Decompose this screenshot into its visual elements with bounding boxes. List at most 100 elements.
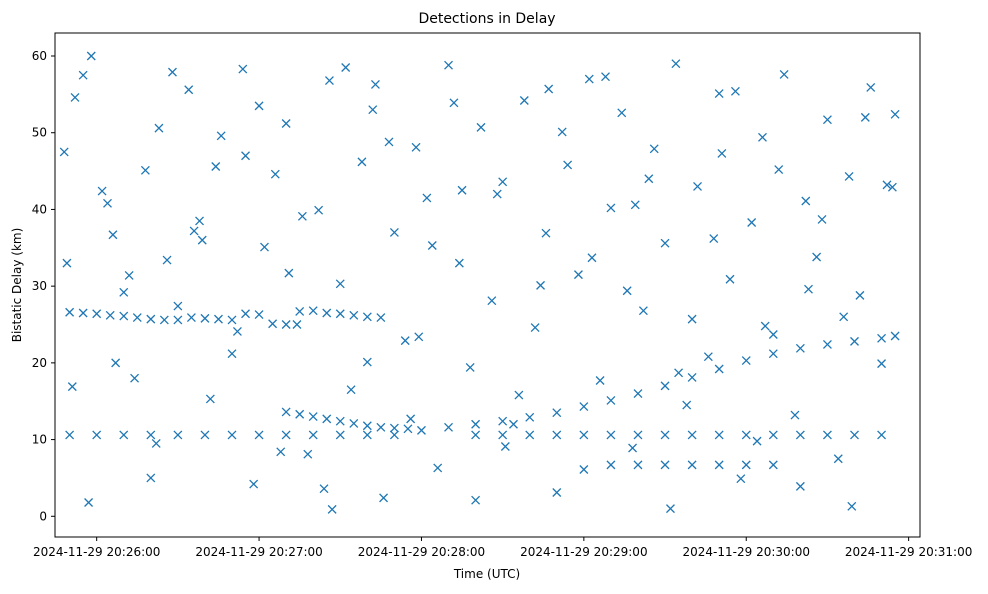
scatter-point [844,171,854,181]
scatter-point [687,460,697,470]
scatter-point [205,394,215,404]
x-tick-label-5: 2024-11-29 20:31:00 [845,545,972,559]
scatter-point [633,389,643,399]
scatter-point [65,430,75,440]
scatter-point [281,430,291,440]
scatter-point [833,454,843,464]
scatter-point [444,60,453,70]
scatter-point [725,274,735,284]
scatter-point [882,180,892,190]
scatter-point [214,314,223,324]
scatter-point [877,430,887,440]
scatter-point [687,430,697,440]
scatter-point [552,430,562,440]
scatter-point [111,358,121,368]
scatter-point [890,331,900,341]
scatter-point [65,307,75,317]
scatter-point [427,241,437,250]
scatter-point [660,460,670,470]
scatter-point [295,409,305,419]
scatter-point [376,313,386,323]
scatter-point [119,311,129,321]
y-tick-label-3: 30 [32,279,47,293]
scatter-point [146,473,156,483]
scatter-point [736,474,746,484]
scatter-point [130,373,140,383]
scatter-point [308,306,318,316]
scatter-point [855,290,865,300]
scatter-point [768,430,778,440]
scatter-point [622,286,632,296]
scatter-point [714,460,724,470]
scatter-point [254,101,264,111]
scatter-point [606,395,616,405]
scatter-point [376,422,386,432]
x-axis-label: Time (UTC) [453,567,520,581]
scatter-point [281,407,291,417]
scatter-point [389,430,399,440]
scatter-point [768,460,778,470]
scatter-point [687,314,697,324]
scatter-point [384,137,394,147]
scatter-point [487,296,497,306]
scatter-point [103,198,112,208]
scatter-point [877,359,887,369]
scatter-point [324,76,334,86]
scatter-point [768,330,778,339]
x-tick-label-0: 2024-11-29 20:26:00 [33,545,160,559]
y-tick-label-4: 40 [32,202,47,216]
scatter-point [268,319,278,329]
scatter-point [606,203,616,213]
scatter-point [297,211,307,221]
scatter-point [847,501,857,511]
scatter-point [281,320,291,329]
scatter-point [232,326,242,336]
scatter-point [200,313,210,323]
scatter-point [557,127,567,137]
scatter-point [617,108,627,118]
scatter-point [295,307,305,316]
scatter-point [444,422,453,432]
scatter-point [709,234,719,244]
scatter-point [78,70,88,80]
scatter-point [644,174,654,184]
scatter-point [200,430,210,440]
scatter-point [584,74,594,84]
scatter-point [108,230,118,240]
scatter-point [322,414,332,424]
scatter-point [276,447,286,457]
scatter-point [346,385,356,395]
scatter-point [186,313,196,323]
scatter-point [335,416,345,426]
scatter-marks [59,51,900,514]
scatter-point [303,449,313,459]
scatter-point [795,481,805,491]
scatter-point [92,430,102,440]
scatter-point [59,147,69,157]
plot-frame [54,32,921,538]
scatter-point [124,270,134,280]
scatter-point [666,504,675,514]
scatter-point [389,227,399,237]
scatter-point [227,349,237,359]
scatter-point [541,228,551,238]
scatter-point [714,430,724,440]
scatter-point [227,430,237,440]
scatter-point [573,270,583,280]
scatter-point [525,430,535,440]
scatter-point [801,196,811,206]
scatter-point [281,119,291,128]
scatter-point [779,69,789,79]
scatter-point [62,258,72,268]
scatter-point [804,284,813,294]
scatter-point [579,430,589,440]
scatter-point [335,279,345,289]
scatter-point [795,430,805,440]
scatter-point [368,105,378,115]
y-tick-label-5: 50 [32,126,47,140]
scatter-point [500,442,510,451]
scatter-point [457,185,467,195]
scatter-point [189,226,199,236]
scatter-point [362,357,372,367]
scatter-point [717,148,727,158]
